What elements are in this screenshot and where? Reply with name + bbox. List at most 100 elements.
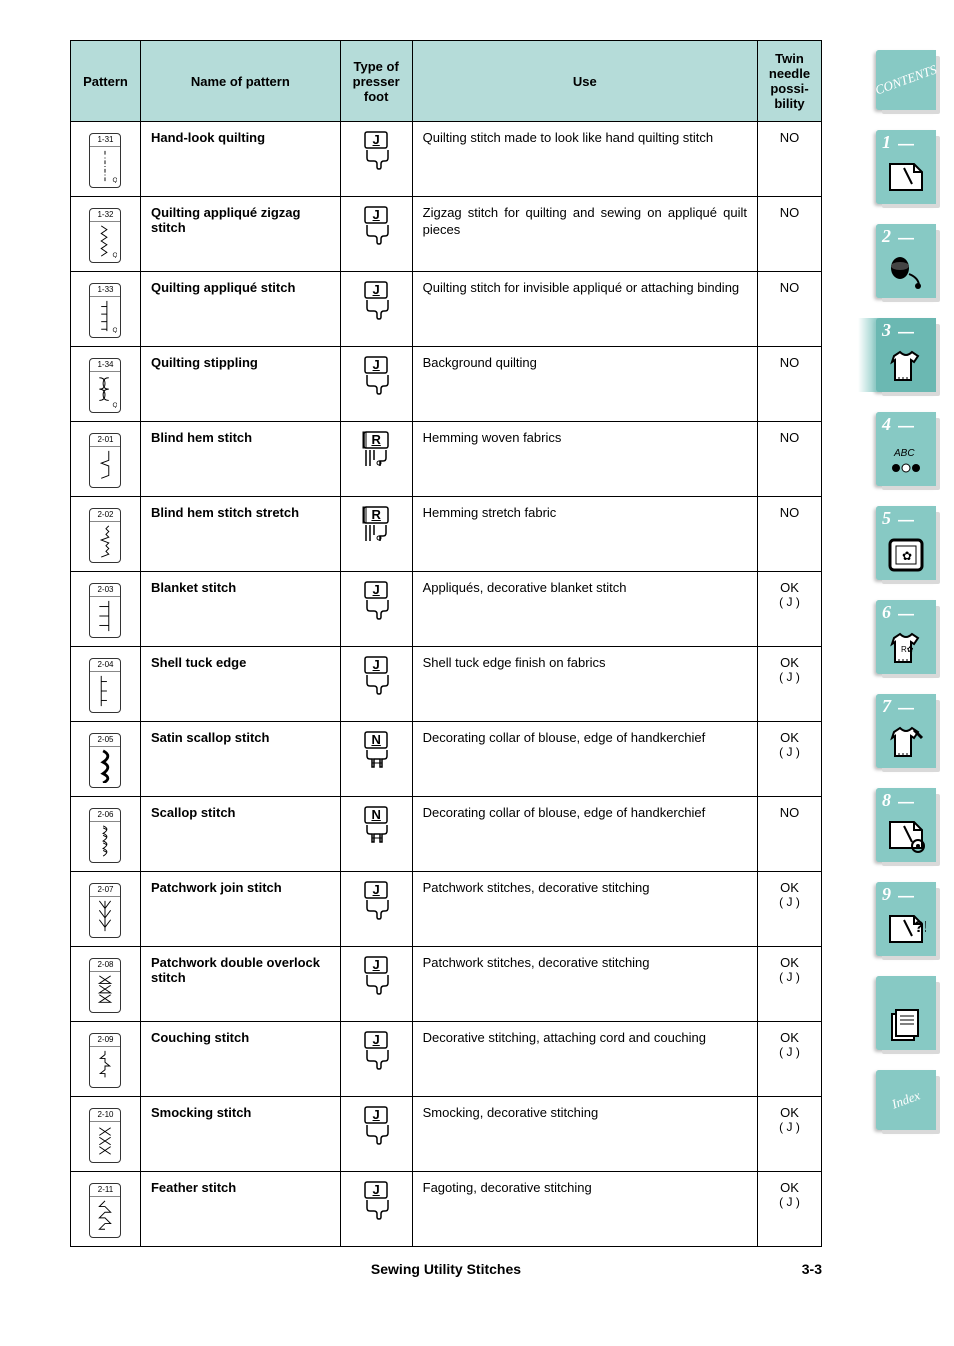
tab-chapter-7[interactable]: 7— bbox=[876, 694, 936, 768]
use-cell: Smocking, decorative stitching bbox=[412, 1097, 757, 1172]
foot-cell: N bbox=[340, 722, 412, 797]
tab-icon bbox=[886, 724, 926, 762]
use-cell: Background quilting bbox=[412, 347, 757, 422]
twin-cell: OK( J ) bbox=[758, 947, 822, 1022]
pattern-cell: 2-07 bbox=[71, 872, 141, 947]
pattern-cell: 1-31 bbox=[71, 122, 141, 197]
tab-chapter-6[interactable]: 6— bbox=[876, 600, 936, 674]
foot-cell: J bbox=[340, 122, 412, 197]
use-cell: Fagoting, decorative stitching bbox=[412, 1172, 757, 1247]
tab-chapter-1[interactable]: 1— bbox=[876, 130, 936, 204]
tab-icon bbox=[886, 536, 926, 574]
col-use: Use bbox=[412, 41, 757, 122]
foot-cell: J bbox=[340, 1022, 412, 1097]
pattern-icon: 2-08 bbox=[89, 958, 121, 1013]
foot-cell: R bbox=[340, 497, 412, 572]
tab-icon bbox=[886, 160, 926, 198]
pattern-cell: 2-04 bbox=[71, 647, 141, 722]
pattern-icon: 2-10 bbox=[89, 1108, 121, 1163]
use-cell: Hemming stretch fabric bbox=[412, 497, 757, 572]
presser-foot-icon: R bbox=[359, 505, 393, 545]
twin-cell: NO bbox=[758, 797, 822, 872]
pattern-cell: 2-10 bbox=[71, 1097, 141, 1172]
twin-cell: NO bbox=[758, 272, 822, 347]
tab-number: 1 bbox=[882, 132, 891, 153]
tab-chapter-2[interactable]: 2— bbox=[876, 224, 936, 298]
name-cell: Blind hem stitch bbox=[140, 422, 340, 497]
pattern-icon: 2-11 bbox=[89, 1183, 121, 1238]
foot-cell: J bbox=[340, 1097, 412, 1172]
pattern-cell: 2-03 bbox=[71, 572, 141, 647]
table-row: 1-33 Quilting appliqué stitch J Quilting… bbox=[71, 272, 822, 347]
tab-number: 3 bbox=[882, 320, 891, 341]
twin-cell: OK( J ) bbox=[758, 1022, 822, 1097]
use-cell: Decorative stitching, attaching cord and… bbox=[412, 1022, 757, 1097]
table-row: 2-09 Couching stitch J Decorative stitch… bbox=[71, 1022, 822, 1097]
table-row: 2-07 Patchwork join stitch J Patchwork s… bbox=[71, 872, 822, 947]
pattern-icon: 2-03 bbox=[89, 583, 121, 638]
tab-icon bbox=[886, 912, 926, 950]
use-cell: Appliqués, decorative blanket stitch bbox=[412, 572, 757, 647]
pattern-cell: 2-02 bbox=[71, 497, 141, 572]
tab-chapter-[interactable] bbox=[876, 976, 936, 1050]
pattern-icon: 1-32 bbox=[89, 208, 121, 263]
tab-number: 9 bbox=[882, 884, 891, 905]
table-row: 2-05 Satin scallop stitch N Decorating c… bbox=[71, 722, 822, 797]
name-cell: Patchwork double overlock stitch bbox=[140, 947, 340, 1022]
pattern-cell: 1-34 bbox=[71, 347, 141, 422]
tab-number: 6 bbox=[882, 602, 891, 623]
col-name: Name of pattern bbox=[140, 41, 340, 122]
twin-cell: OK( J ) bbox=[758, 722, 822, 797]
pattern-cell: 1-32 bbox=[71, 197, 141, 272]
tab-icon bbox=[886, 1006, 926, 1044]
use-cell: Decorating collar of blouse, edge of han… bbox=[412, 722, 757, 797]
tab-number: 4 bbox=[882, 414, 891, 435]
pattern-cell: 1-33 bbox=[71, 272, 141, 347]
stitch-table: Pattern Name of pattern Type of presser … bbox=[70, 40, 822, 1247]
table-row: 2-03 Blanket stitch J Appliqués, decorat… bbox=[71, 572, 822, 647]
pattern-icon: 2-05 bbox=[89, 733, 121, 788]
pattern-icon: 2-04 bbox=[89, 658, 121, 713]
pattern-icon: 2-01 bbox=[89, 433, 121, 488]
name-cell: Quilting appliqué zigzag stitch bbox=[140, 197, 340, 272]
use-cell: Decorating collar of blouse, edge of han… bbox=[412, 797, 757, 872]
name-cell: Feather stitch bbox=[140, 1172, 340, 1247]
use-cell: Zigzag stitch for quilting and sewing on… bbox=[412, 197, 757, 272]
presser-foot-icon: J bbox=[359, 655, 393, 695]
pattern-cell: 2-01 bbox=[71, 422, 141, 497]
pattern-icon: 1-33 bbox=[89, 283, 121, 338]
pattern-icon: 2-09 bbox=[89, 1033, 121, 1088]
col-pattern: Pattern bbox=[71, 41, 141, 122]
name-cell: Patchwork join stitch bbox=[140, 872, 340, 947]
twin-cell: NO bbox=[758, 197, 822, 272]
use-cell: Patchwork stitches, decorative stitching bbox=[412, 872, 757, 947]
pattern-cell: 2-09 bbox=[71, 1022, 141, 1097]
twin-cell: NO bbox=[758, 347, 822, 422]
tab-chapter-5[interactable]: 5— bbox=[876, 506, 936, 580]
twin-cell: NO bbox=[758, 497, 822, 572]
use-cell: Hemming woven fabrics bbox=[412, 422, 757, 497]
tab-chapter-3[interactable]: 3— bbox=[876, 318, 936, 392]
footer-title: Sewing Utility Stitches bbox=[371, 1261, 521, 1277]
table-row: 2-02 Blind hem stitch stretch R Hemming … bbox=[71, 497, 822, 572]
name-cell: Quilting appliqué stitch bbox=[140, 272, 340, 347]
tab-chapter-9[interactable]: 9— bbox=[876, 882, 936, 956]
table-header-row: Pattern Name of pattern Type of presser … bbox=[71, 41, 822, 122]
tab-icon bbox=[886, 630, 926, 668]
pattern-icon: 2-07 bbox=[89, 883, 121, 938]
table-row: 2-04 Shell tuck edge J Shell tuck edge f… bbox=[71, 647, 822, 722]
tab-chapter-8[interactable]: 8— bbox=[876, 788, 936, 862]
side-tabs: CONTENTS 1— 2— 3— 4— 5— 6— 7— 8— 9— Index bbox=[876, 50, 954, 1150]
use-cell: Patchwork stitches, decorative stitching bbox=[412, 947, 757, 1022]
pattern-icon: 1-31 bbox=[89, 133, 121, 188]
tab-index[interactable]: Index bbox=[876, 1070, 936, 1130]
table-row: 2-08 Patchwork double overlock stitch J … bbox=[71, 947, 822, 1022]
tab-number: 5 bbox=[882, 508, 891, 529]
twin-cell: OK( J ) bbox=[758, 872, 822, 947]
tab-number: 7 bbox=[882, 696, 891, 717]
tab-chapter-4[interactable]: 4— bbox=[876, 412, 936, 486]
presser-foot-icon: J bbox=[359, 205, 393, 245]
pattern-icon: 2-02 bbox=[89, 508, 121, 563]
foot-cell: J bbox=[340, 572, 412, 647]
tab-contents[interactable]: CONTENTS bbox=[876, 50, 936, 110]
